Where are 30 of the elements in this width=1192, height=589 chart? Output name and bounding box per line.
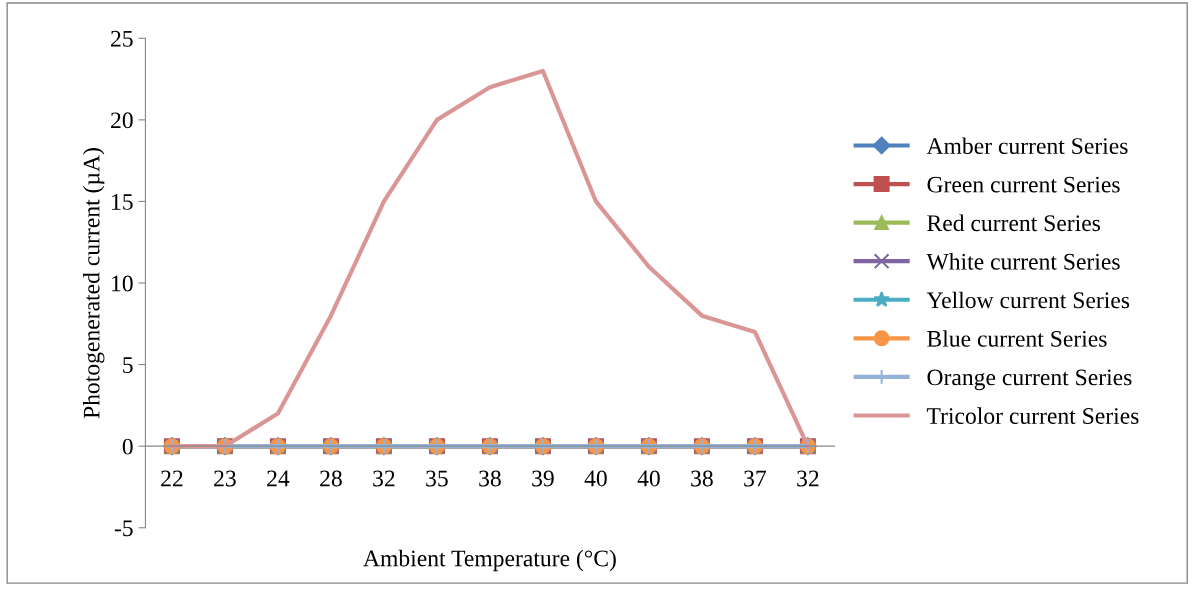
x-tick-label: 40: [584, 470, 607, 487]
y-tick-label: 20: [111, 112, 133, 129]
x-tick-label: 28: [320, 470, 342, 487]
x-tick-label: 22: [161, 470, 183, 487]
x-tick-label: 40: [637, 470, 660, 487]
legend-label: White current Series: [926, 253, 1120, 270]
y-tick-label: 0: [122, 438, 133, 455]
legend-label: Orange current Series: [927, 369, 1132, 391]
legend-label: Green current Series: [927, 176, 1120, 193]
x-tick-label: 24: [267, 470, 290, 487]
x-tick-label: 39: [532, 470, 554, 487]
y-tick-label: -5: [114, 520, 133, 537]
legend-label: Red current Series: [927, 214, 1101, 232]
legend-label: Amber current Series: [926, 137, 1128, 155]
x-tick-label: 35: [426, 470, 448, 487]
x-tick-label: 37: [744, 470, 767, 487]
y-tick-label: 10: [112, 275, 133, 292]
x-tick-label: 32: [373, 470, 395, 487]
legend-label: Yellow current Series: [926, 291, 1130, 309]
x-tick-label: 38: [479, 470, 501, 487]
y-tick-label: 25: [111, 30, 133, 47]
x-axis-title: Ambient Temperature (°C): [363, 549, 616, 572]
x-tick-label: 38: [691, 470, 713, 487]
x-tick-label: 32: [797, 470, 819, 487]
legend-label: Blue current Series: [927, 330, 1107, 347]
y-axis-title: Photogenerated current (µA): [82, 148, 105, 419]
x-tick-label: 23: [214, 470, 236, 487]
y-tick-label: 15: [112, 194, 133, 210]
y-tick-label: 5: [123, 357, 133, 374]
legend-label: Tricolor current Series: [926, 407, 1139, 424]
